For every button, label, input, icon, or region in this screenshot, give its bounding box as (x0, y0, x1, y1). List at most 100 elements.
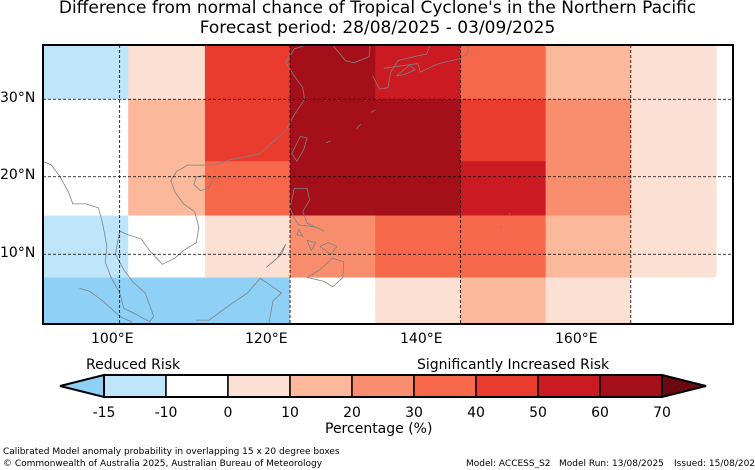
coastline-segment (291, 136, 308, 163)
coastline-segment (296, 229, 304, 238)
colorbar-segment (103, 374, 167, 398)
heatmap-cell (630, 99, 717, 162)
graticule (43, 45, 733, 324)
colorbar-tick-label: -10 (154, 405, 178, 421)
increased-risk-label: Significantly Increased Risk (417, 357, 610, 373)
footer-model: Model: ACCESS_S2 (466, 459, 551, 469)
colorbar-segment (289, 374, 353, 398)
coastline-segment (319, 242, 338, 255)
heatmap-cell (375, 215, 461, 278)
colorbar-segment (475, 374, 539, 398)
lat-label-20n: 20°N (0, 167, 36, 183)
footer-copyright: © Commonwealth of Australia 2025, Austra… (3, 459, 323, 469)
coastline-segment (196, 277, 283, 325)
coastline-segment (114, 44, 308, 322)
colorbar-over-arrow (661, 373, 707, 399)
colorbar-segment (413, 374, 477, 398)
heatmap-cell (460, 277, 547, 325)
heatmap-cell (204, 277, 291, 325)
coastline-segment (42, 160, 150, 323)
heatmap-cells (43, 45, 717, 325)
heatmap-cell (545, 215, 632, 278)
colorbar-tick-label: 40 (467, 405, 485, 421)
colorbar-tick-label: 30 (405, 405, 423, 421)
heatmap-cell (204, 215, 291, 278)
chart-title: Difference from normal chance of Tropica… (58, 0, 697, 18)
reduced-risk-label: Reduced Risk (86, 357, 181, 373)
heatmap-cell (290, 277, 376, 325)
chart-subtitle: Forecast period: 28/08/2025 - 03/09/2025 (199, 18, 556, 38)
colorbar-tick-label: 20 (343, 405, 361, 421)
coastline (42, 44, 511, 325)
colorbar-tick-label: 70 (653, 405, 671, 421)
heatmap-cell (128, 161, 206, 217)
coastline-segment (396, 64, 417, 77)
heatmap-cell (375, 161, 461, 217)
heatmap-cell (290, 99, 376, 162)
footer-model-run: Model Run: 13/08/2025 (559, 459, 664, 469)
heatmap-cell (204, 99, 291, 162)
coastline-segment (356, 123, 361, 129)
colorbar-tick-label: 0 (223, 405, 233, 421)
heatmap-cell (545, 277, 632, 325)
heatmap-cell (460, 161, 547, 217)
heatmap-cell (128, 215, 206, 278)
colorbar-tick-label: 50 (529, 405, 547, 421)
heatmap-cell (290, 45, 376, 100)
colorbar-tick-label: -15 (92, 405, 116, 421)
colorbar-segment (537, 374, 601, 398)
heatmap-cell (630, 215, 717, 278)
heatmap-cell (375, 99, 461, 162)
coastline-segment (325, 140, 332, 144)
coastline-segment (500, 226, 503, 229)
heatmap-cell (128, 45, 206, 100)
coastline-segment (265, 243, 287, 268)
heatmap-cell (43, 215, 129, 278)
coastline-segment (79, 288, 133, 323)
footer-issued: Issued: 15/08/2025 (674, 459, 755, 469)
coastline-segment (508, 213, 511, 215)
coastline-segment (289, 187, 325, 232)
colorbar-segment (165, 374, 229, 398)
heatmap-cell (630, 161, 717, 217)
coastline-segment (372, 44, 431, 90)
lon-label-140e: 140°E (400, 331, 443, 347)
colorbar-tick-label: 60 (591, 405, 609, 421)
heatmap-cell (545, 45, 632, 100)
coastline-segment (306, 239, 317, 252)
heatmap-cell (290, 215, 376, 278)
heatmap-cell (204, 45, 291, 100)
heatmap-cell (460, 215, 547, 278)
heatmap-cell (630, 45, 717, 100)
heatmap-cell (128, 99, 206, 162)
lon-label-160e: 160°E (555, 331, 598, 347)
coastline-segment (370, 109, 376, 113)
heatmap-cell (43, 45, 129, 100)
coastline-segment (306, 257, 345, 288)
map-frame (42, 44, 734, 325)
colorbar-segment (599, 374, 663, 398)
heatmap-cell (204, 161, 291, 217)
heatmap-cell (375, 45, 461, 100)
heatmap-cell (128, 277, 206, 325)
colorbar-outline (103, 374, 663, 398)
lat-label-30n: 30°N (0, 90, 36, 106)
heatmap-cell (43, 99, 129, 162)
heatmap-cell (460, 45, 547, 100)
heatmap-cell (545, 161, 632, 217)
colorbar-under-arrow (59, 373, 105, 399)
heatmap-cell (43, 161, 129, 217)
heatmap-cell (43, 277, 129, 325)
colorbar (59, 373, 707, 399)
coastline-segment (332, 44, 371, 64)
colorbar-xlabel: Percentage (%) (325, 421, 433, 437)
heatmap-cell (630, 277, 717, 325)
lon-label-100e: 100°E (91, 331, 134, 347)
colorbar-segment (351, 374, 415, 398)
heatmap-cell (545, 99, 632, 162)
lon-label-120e: 120°E (245, 331, 288, 347)
coastline-segment (193, 174, 214, 192)
footer-description: Calibrated Model anomaly probability in … (3, 447, 340, 457)
colorbar-segment (227, 374, 291, 398)
